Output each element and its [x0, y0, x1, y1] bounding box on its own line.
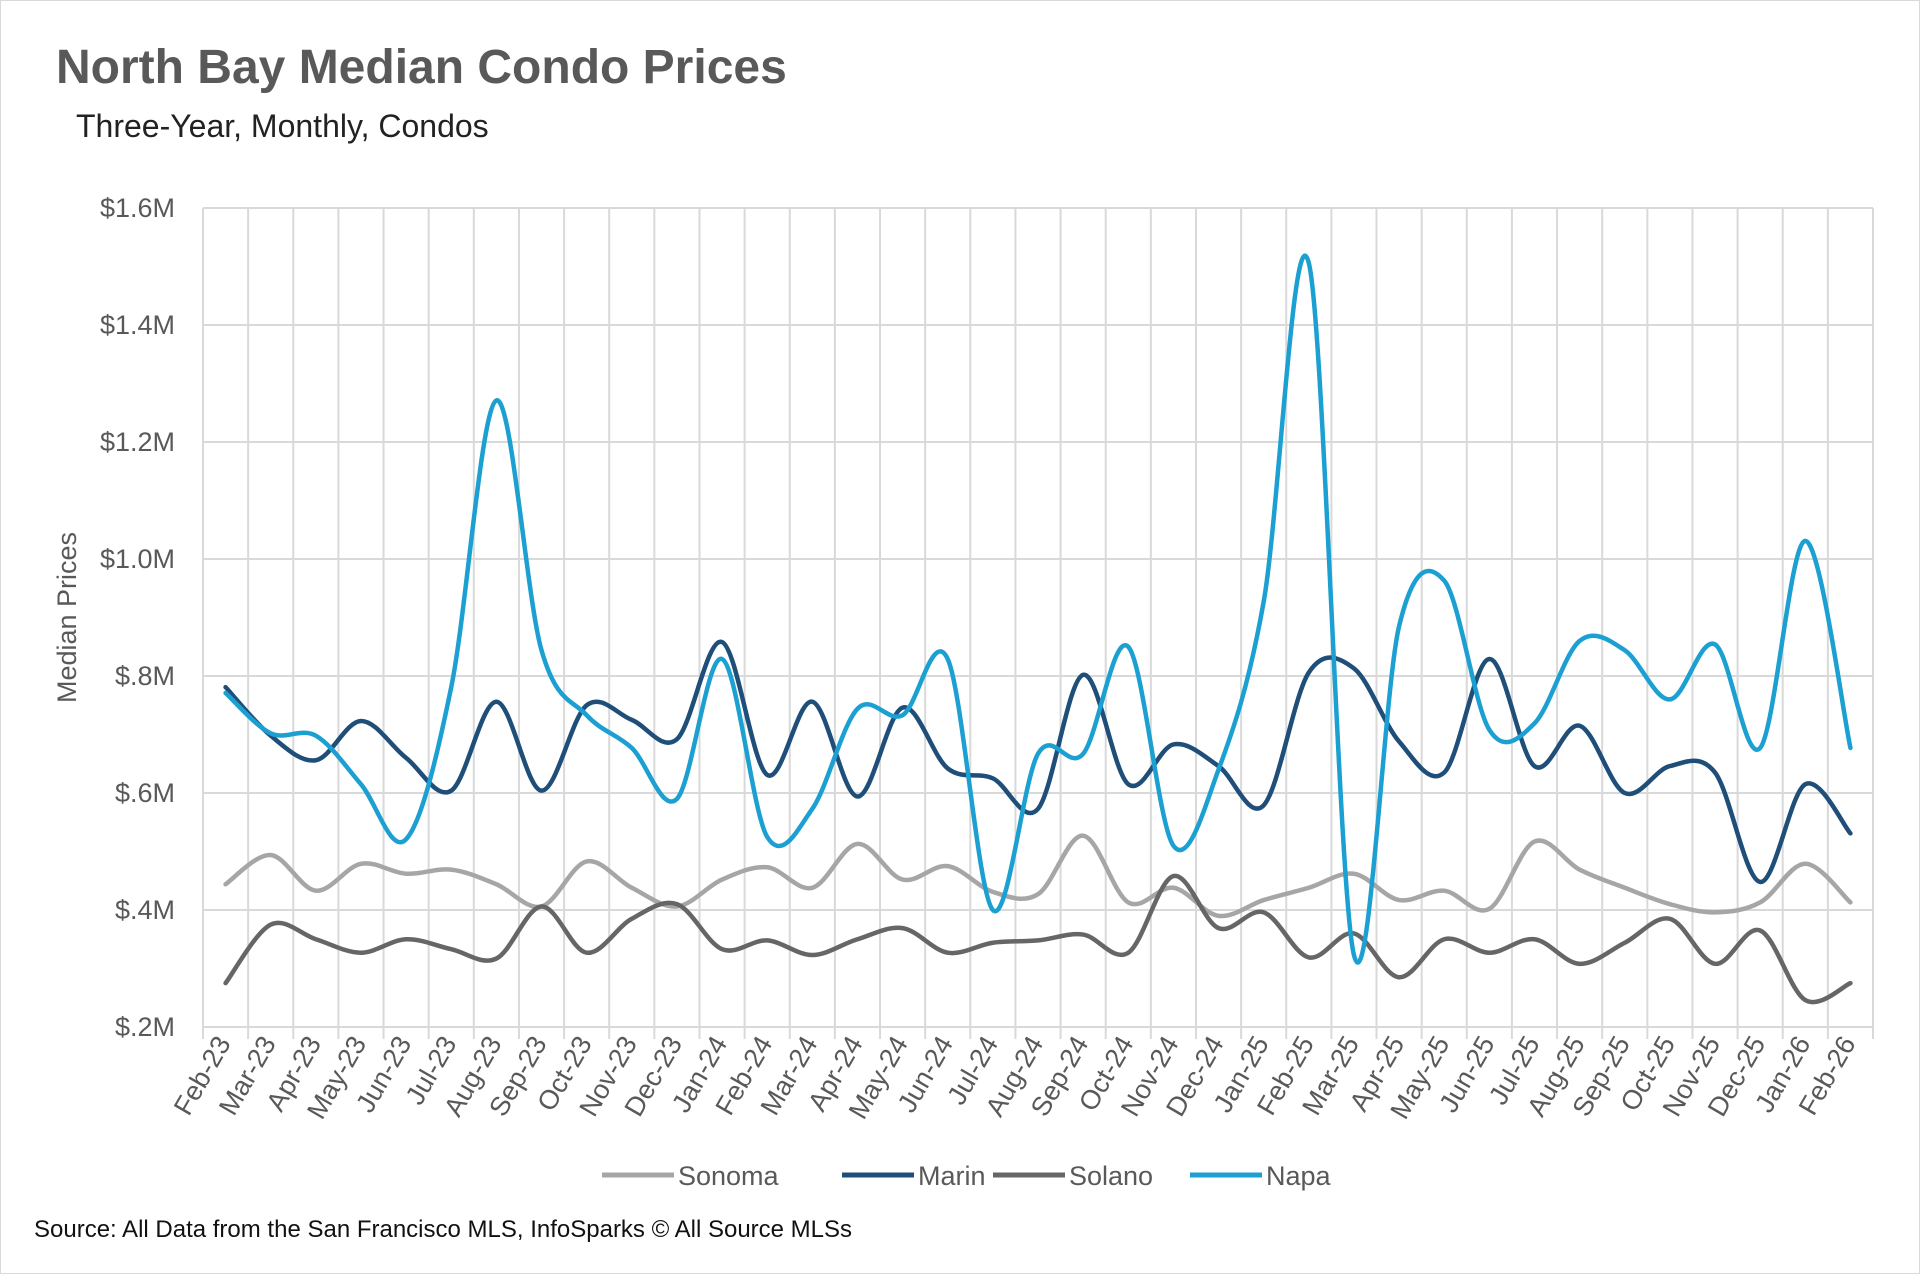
series-line-napa	[223, 253, 1853, 965]
y-tick-label: $.8M	[115, 661, 175, 691]
y-tick-label: $1.0M	[100, 544, 175, 574]
legend-label-sonoma: Sonoma	[678, 1161, 780, 1191]
legend-label-napa: Napa	[1266, 1161, 1332, 1191]
y-tick-label: $.6M	[115, 778, 175, 808]
legend-label-marin: Marin	[918, 1161, 986, 1191]
chart-subtitle: Three-Year, Monthly, Condos	[76, 108, 489, 144]
y-axis-label: Median Prices	[52, 532, 82, 703]
y-tick-label: $.2M	[115, 1012, 175, 1042]
y-tick-label: $1.2M	[100, 427, 175, 457]
series-line-sonoma	[223, 833, 1853, 919]
source-note: Source: All Data from the San Francisco …	[34, 1216, 853, 1243]
legend-label-solano: Solano	[1069, 1161, 1153, 1191]
y-tick-label: $1.6M	[100, 193, 175, 223]
series-line-marin	[223, 639, 1853, 885]
series-line-solano	[223, 873, 1853, 1005]
y-tick-label: $1.4M	[100, 310, 175, 340]
y-tick-label: $.4M	[115, 895, 175, 925]
chart-title: North Bay Median Condo Prices	[56, 41, 787, 94]
